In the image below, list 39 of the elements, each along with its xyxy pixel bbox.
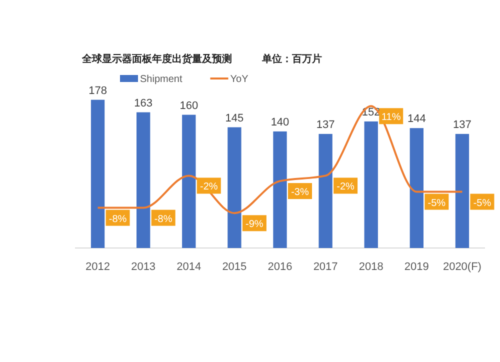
data-label: -2%	[336, 182, 355, 193]
data-label: 11%	[381, 112, 401, 124]
x-tick-label: 2017	[313, 261, 338, 273]
bar	[455, 134, 470, 248]
data-label: 163	[134, 97, 153, 110]
data-label: -8%	[108, 214, 127, 225]
bar	[136, 112, 150, 248]
bar	[364, 121, 378, 248]
x-tick-label: 2018	[358, 261, 384, 273]
data-label: -5%	[473, 198, 492, 209]
data-label: -3%	[291, 187, 309, 198]
data-label: 178	[88, 84, 107, 97]
bar	[410, 128, 424, 248]
data-label: 140	[270, 116, 290, 128]
x-tick-label: 2015	[222, 261, 247, 273]
chart-title: 全球显示器面板年度出货量及预测	[81, 53, 232, 65]
data-label: -9%	[246, 219, 264, 230]
x-tick-label: 2013	[131, 261, 156, 273]
data-label: 145	[225, 112, 244, 124]
data-label: -2%	[200, 182, 218, 193]
x-tick-label: 2012	[86, 261, 110, 273]
data-label: 137	[316, 118, 335, 131]
x-tick-label: 2020(F)	[442, 261, 482, 273]
x-tick-label: 2014	[176, 261, 202, 273]
bar	[182, 114, 196, 248]
bar	[228, 127, 242, 248]
bar	[273, 131, 287, 248]
x-tick-label: 2016	[268, 261, 292, 273]
data-label: 160	[180, 100, 198, 112]
data-label: 137	[453, 118, 472, 131]
chart-subtitle: 单位：百万片	[261, 53, 322, 65]
x-tick-label: 2019	[404, 261, 429, 273]
legend-label: Shipment	[140, 74, 182, 85]
data-label: -5%	[428, 198, 446, 209]
data-label: -8%	[154, 214, 172, 225]
bar	[90, 100, 105, 248]
legend-label: YoY	[230, 74, 249, 85]
bar	[318, 134, 332, 248]
data-label: 144	[407, 113, 426, 126]
